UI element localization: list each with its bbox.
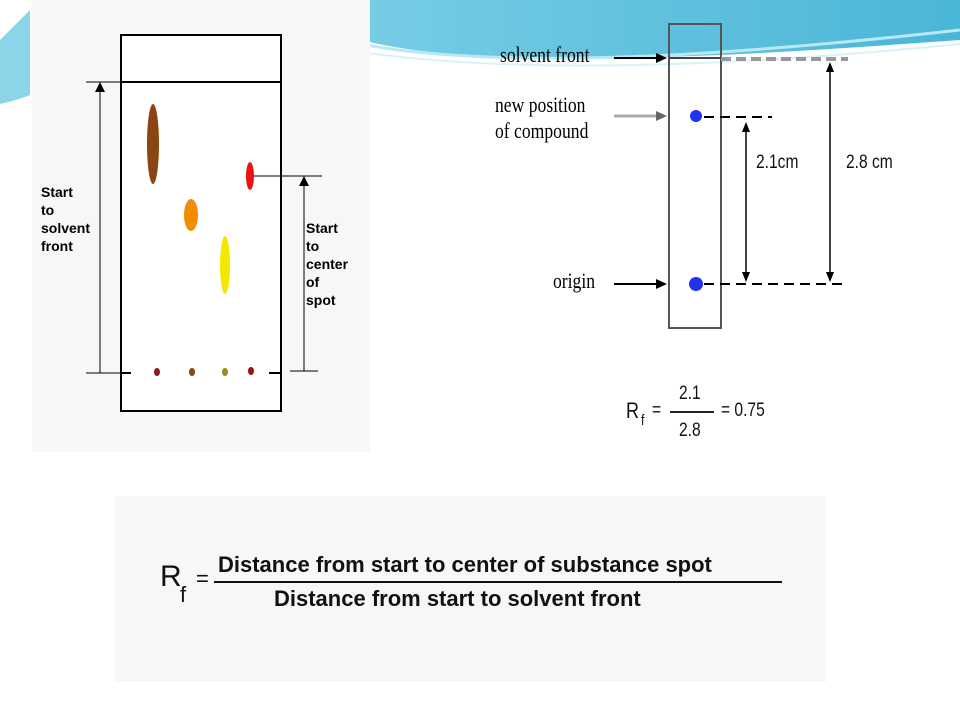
- rf-formula-subscript: f: [180, 582, 187, 607]
- rf-formula-denominator: Distance from start to solvent front: [274, 586, 641, 611]
- origin-dot: [189, 368, 195, 376]
- tlc-plate: [120, 34, 282, 412]
- rf-formula-numerator: Distance from start to center of substan…: [218, 552, 712, 577]
- start-to-center-of-spot-label: Start to center of spot: [306, 220, 349, 308]
- orange-spot: [184, 199, 198, 231]
- solvent-front-label: solvent front: [500, 42, 590, 67]
- rf-calc-result: = 0.75: [721, 400, 765, 421]
- rf-calc-subscript: f: [641, 412, 645, 429]
- origin-compound-dot: [689, 277, 703, 291]
- rf-calc-symbol: R: [626, 398, 640, 423]
- rf-calc-equals: =: [652, 400, 662, 421]
- compound-dot: [690, 110, 702, 122]
- rf-calc-numerator: 2.1: [679, 383, 701, 404]
- tlc-strip: [668, 23, 722, 329]
- origin-dot: [222, 368, 228, 376]
- rf-calc-denominator: 2.8: [679, 420, 701, 441]
- distance-spot-label: 2.1cm: [756, 152, 799, 173]
- origin-dot: [154, 368, 160, 376]
- rf-formula-equals: =: [196, 566, 209, 591]
- rf-formula-symbol: R: [160, 560, 182, 593]
- new-position-label-line1: new position: [495, 92, 586, 117]
- red-spot: [246, 162, 254, 190]
- yellow-spot: [220, 236, 230, 294]
- rf-formula-fraction-bar: [214, 581, 782, 583]
- origin-dot: [248, 367, 254, 375]
- distance-front-label: 2.8 cm: [846, 152, 893, 173]
- brown-spot: [147, 104, 159, 184]
- origin-label: origin: [553, 268, 596, 293]
- new-position-label-line2: of compound: [495, 118, 589, 143]
- rf-formula-panel: [114, 496, 826, 682]
- start-to-solvent-front-label: Start to solvent front: [41, 184, 91, 254]
